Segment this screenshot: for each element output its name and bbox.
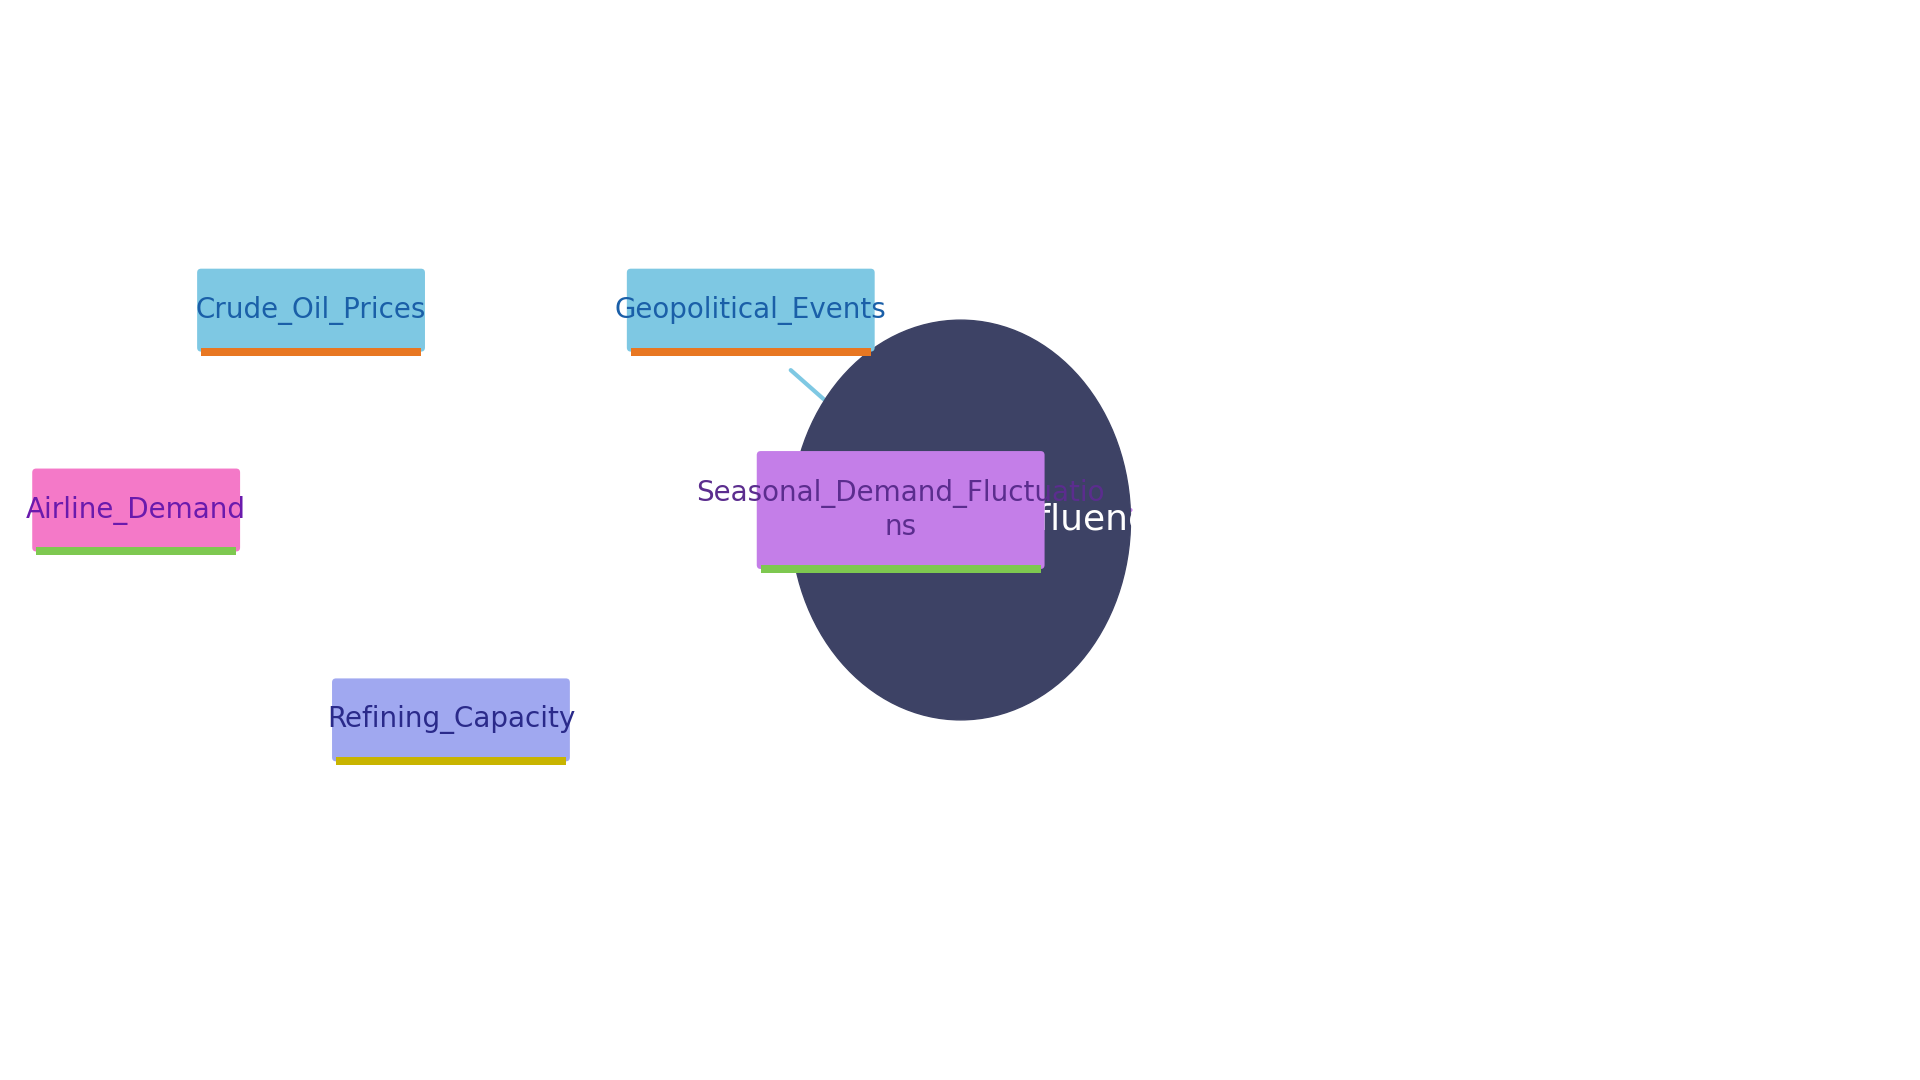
FancyBboxPatch shape [36,548,236,555]
FancyBboxPatch shape [33,469,240,552]
FancyBboxPatch shape [756,451,1044,569]
FancyBboxPatch shape [336,757,566,766]
Ellipse shape [791,320,1131,720]
Text: Crude_Oil_Prices: Crude_Oil_Prices [196,296,426,325]
FancyBboxPatch shape [332,678,570,761]
Text: Refining_Capacity: Refining_Capacity [326,705,576,734]
Text: Airline_Demand: Airline_Demand [27,496,246,525]
Text: Energy Pricing Influences: Energy Pricing Influences [733,503,1188,537]
FancyBboxPatch shape [198,269,424,352]
FancyBboxPatch shape [202,348,420,355]
Text: Geopolitical_Events: Geopolitical_Events [614,296,887,325]
Text: Seasonal_Demand_Fluctuatio
ns: Seasonal_Demand_Fluctuatio ns [697,480,1104,541]
FancyBboxPatch shape [626,269,876,352]
FancyBboxPatch shape [632,348,870,355]
FancyBboxPatch shape [760,565,1041,573]
